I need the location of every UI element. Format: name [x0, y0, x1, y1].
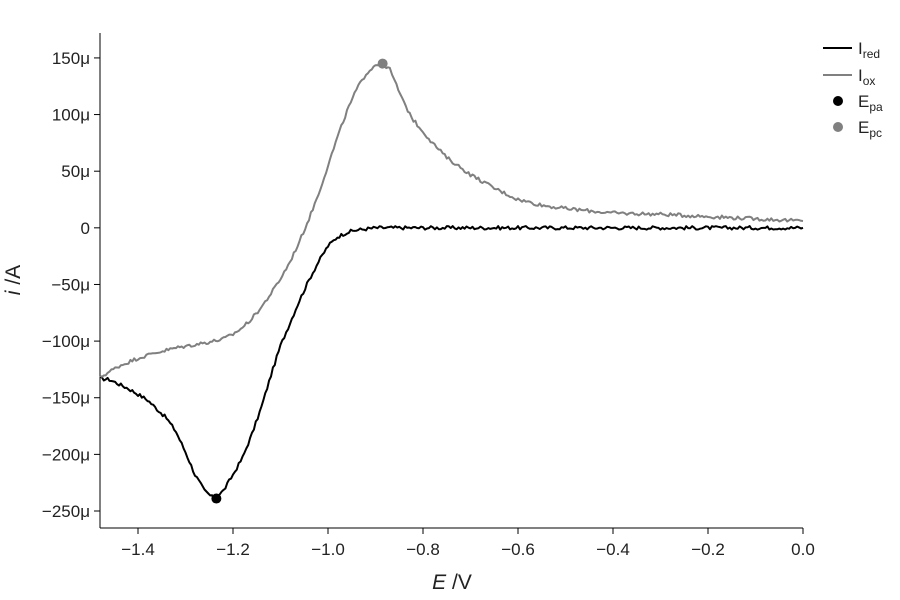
- legend-entry-iox: Iox: [823, 66, 875, 88]
- series-line-Ired: [99, 225, 804, 501]
- y-axis: 150μ 100μ 50μ 0 −50μ −100μ −150μ −200μ −250μ: [42, 33, 101, 528]
- legend-label-epa: Epa: [858, 92, 883, 114]
- y-tick-label: −200μ: [42, 445, 90, 464]
- x-tick-label: −0.4: [596, 540, 630, 559]
- legend-marker-epc: [833, 122, 843, 132]
- y-tick-label: −150μ: [42, 389, 90, 408]
- x-axis-label-unit: /V: [446, 571, 472, 594]
- x-axis-label: E /V: [432, 571, 472, 594]
- x-tick-label: −1.4: [121, 540, 155, 559]
- legend-entry-epa: Epa: [833, 92, 883, 114]
- x-axis: −1.4 −1.2 −1.0 −0.8 −0.6 −0.4 −0.2 0.0: [100, 527, 815, 559]
- series-line-Iox: [99, 60, 804, 378]
- marker-Epc: [377, 58, 388, 69]
- legend-marker-epa: [833, 96, 843, 106]
- legend-entry-epc: Epc: [833, 118, 882, 140]
- x-axis-label-variable: E: [432, 571, 447, 594]
- y-tick-label: −250μ: [42, 502, 90, 521]
- y-tick-label: 150μ: [52, 49, 90, 68]
- x-tick-label: −0.6: [501, 540, 535, 559]
- marker-layer: [211, 58, 388, 504]
- marker-Epa: [211, 493, 222, 504]
- legend: Ired Iox Epa Epc: [823, 39, 883, 140]
- x-tick-label: −1.0: [311, 540, 345, 559]
- y-axis-label-unit: /A: [2, 265, 25, 291]
- x-tick-label: −1.2: [216, 540, 250, 559]
- y-tick-label: −50μ: [51, 275, 90, 294]
- y-tick-label: 50μ: [61, 162, 90, 181]
- legend-label-iox: Iox: [858, 66, 875, 88]
- x-tick-label: 0.0: [791, 540, 815, 559]
- y-axis-label: i /A: [2, 265, 25, 295]
- series-layer: [99, 60, 804, 501]
- y-axis-label-variable: i: [2, 289, 25, 295]
- x-tick-label: −0.8: [406, 540, 440, 559]
- x-tick-label: −0.2: [691, 540, 725, 559]
- y-tick-label: 0: [81, 219, 90, 238]
- legend-label-epc: Epc: [858, 118, 882, 140]
- legend-label-ired: Ired: [858, 39, 880, 61]
- legend-entry-ired: Ired: [823, 39, 880, 61]
- y-tick-label: −100μ: [42, 332, 90, 351]
- y-tick-label: 100μ: [52, 106, 90, 125]
